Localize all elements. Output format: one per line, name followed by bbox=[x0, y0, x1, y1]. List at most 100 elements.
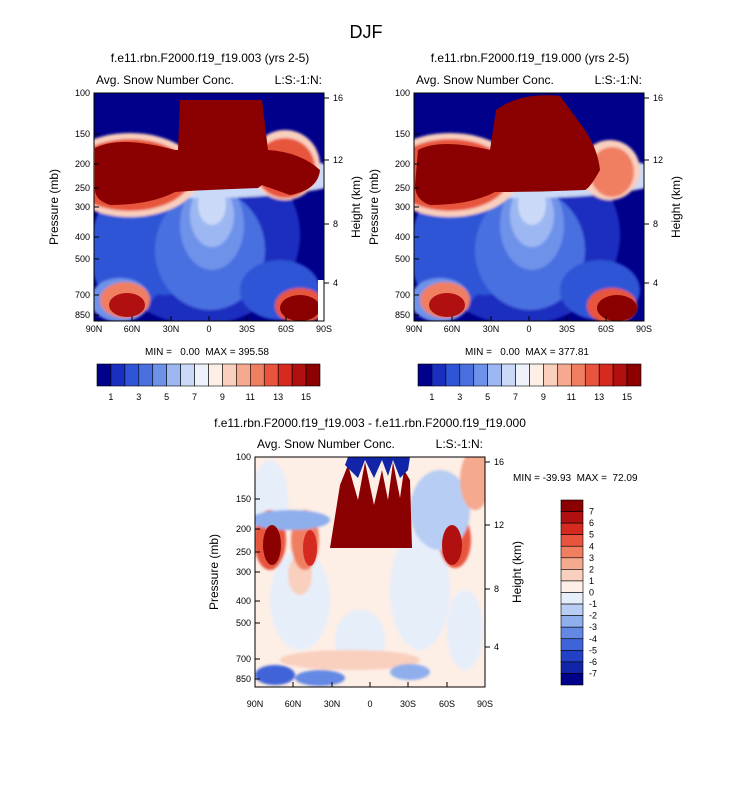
panel-b-y2-ticks: 16 12 8 4 bbox=[644, 93, 663, 288]
panel-b-xtick: 90S bbox=[636, 324, 652, 334]
colorbar-box bbox=[560, 615, 584, 628]
colorbar-box bbox=[584, 363, 600, 387]
colorbar-box bbox=[250, 363, 265, 387]
panel-c: f.e11.rbn.F2000.f19_f19.003 - f.e11.rbn.… bbox=[207, 416, 638, 709]
panel-c-y2label: Height (km) bbox=[510, 541, 524, 603]
colorbar-box bbox=[180, 363, 195, 387]
panel-a-ytick: 200 bbox=[75, 159, 90, 169]
colorbar-box bbox=[560, 673, 584, 686]
panel-b-ytick: 200 bbox=[395, 159, 410, 169]
panel-c-ylabel: Pressure (mb) bbox=[207, 534, 221, 610]
colorbar-label: 7 bbox=[513, 392, 518, 402]
panel-b-y2tick: 8 bbox=[653, 219, 658, 229]
colorbar-box bbox=[459, 363, 475, 387]
colorbar-box bbox=[487, 363, 502, 387]
panel-a-variable-label: Avg. Snow Number Conc. bbox=[96, 73, 234, 87]
panel-c-y2-ticks: 16 12 8 4 bbox=[485, 457, 504, 652]
panel-a-ytick: 300 bbox=[75, 202, 90, 212]
colorbar-label: -4 bbox=[589, 634, 597, 644]
colorbar-label: -2 bbox=[589, 611, 597, 621]
colorbar-box bbox=[560, 557, 584, 570]
panel-a-ytick: 850 bbox=[75, 310, 90, 320]
colorbar-box bbox=[560, 650, 584, 663]
panel-a-y2tick: 16 bbox=[333, 93, 343, 103]
panel-a-y2tick: 12 bbox=[333, 155, 343, 165]
colorbar-label: 1 bbox=[108, 392, 113, 402]
colorbar-label: 5 bbox=[485, 392, 490, 402]
panel-b-field bbox=[414, 93, 644, 321]
panel-c-ytick: 250 bbox=[236, 547, 251, 557]
panel-a-x-ticks: 90N 60N 30N 0 30S 60S 90S bbox=[86, 316, 332, 334]
panel-a-ytick: 250 bbox=[75, 183, 90, 193]
panel-a-y2label: Height (km) bbox=[349, 176, 363, 238]
panel-c-title: f.e11.rbn.F2000.f19_f19.003 - f.e11.rbn.… bbox=[214, 416, 526, 430]
panel-b-ytick: 850 bbox=[395, 310, 410, 320]
colorbar-label: 13 bbox=[594, 392, 604, 402]
colorbar-box bbox=[560, 638, 584, 651]
panel-b-ytick: 150 bbox=[395, 129, 410, 139]
colorbar-label: -3 bbox=[589, 622, 597, 632]
panel-a-xtick: 90S bbox=[316, 324, 332, 334]
panel-c-y2tick: 12 bbox=[494, 520, 504, 530]
panel-a-field bbox=[94, 93, 324, 321]
colorbar-label: 15 bbox=[301, 392, 311, 402]
panel-a-ylabel: Pressure (mb) bbox=[47, 169, 61, 245]
colorbar-box bbox=[222, 363, 237, 387]
colorbar-box bbox=[291, 363, 307, 387]
colorbar-box bbox=[560, 603, 584, 616]
panel-b-y2tick: 12 bbox=[653, 155, 663, 165]
colorbar-label: 13 bbox=[273, 392, 283, 402]
colorbar-box bbox=[560, 522, 584, 535]
colorbar-box bbox=[124, 363, 140, 387]
colorbar-box bbox=[515, 363, 530, 387]
colorbar-box bbox=[194, 363, 209, 387]
colorbar-box bbox=[560, 511, 584, 524]
colorbar-box bbox=[560, 499, 584, 512]
colorbar-label: 3 bbox=[589, 553, 594, 563]
panel-b-ytick: 250 bbox=[395, 183, 410, 193]
panel-a-ytick: 700 bbox=[75, 290, 90, 300]
panel-c-ytick: 100 bbox=[236, 452, 251, 462]
panel-b-ytick: 500 bbox=[395, 254, 410, 264]
panel-c-field bbox=[255, 457, 485, 687]
panel-c-y-ticks: 100 150 200 250 300 400 500 700 850 bbox=[236, 452, 260, 684]
panel-c-level-label: L:S:-1:N: bbox=[436, 437, 483, 451]
panel-a-title: f.e11.rbn.F2000.f19_f19.003 (yrs 2-5) bbox=[111, 51, 310, 65]
panel-b-xtick: 60S bbox=[598, 324, 614, 334]
panel-c-ytick: 500 bbox=[236, 618, 251, 628]
colorbar-box bbox=[96, 363, 112, 387]
colorbar-box bbox=[560, 569, 584, 582]
colorbar-label: 11 bbox=[246, 392, 255, 402]
colorbar-box bbox=[431, 363, 447, 387]
colorbar-box bbox=[557, 363, 572, 387]
colorbar-label: 9 bbox=[541, 392, 546, 402]
colorbar-label: 3 bbox=[457, 392, 462, 402]
colorbar-label: 5 bbox=[164, 392, 169, 402]
colorbar-label: 11 bbox=[567, 392, 576, 402]
panel-a-ytick: 100 bbox=[75, 88, 90, 98]
panel-a-xtick: 0 bbox=[206, 324, 211, 334]
panel-a: f.e11.rbn.F2000.f19_f19.003 (yrs 2-5) Av… bbox=[47, 51, 363, 402]
panel-c-ytick: 150 bbox=[236, 494, 251, 504]
panel-c-ytick: 200 bbox=[236, 524, 251, 534]
panel-b-ytick: 400 bbox=[395, 232, 410, 242]
colorbar-box bbox=[543, 363, 558, 387]
panel-a-y-ticks: 100 150 200 250 300 400 500 700 850 bbox=[75, 88, 99, 320]
panel-b-xtick: 90N bbox=[406, 324, 423, 334]
colorbar-box bbox=[529, 363, 544, 387]
panel-c-ytick: 850 bbox=[236, 674, 251, 684]
colorbar-box bbox=[560, 626, 584, 640]
panel-c-y2tick: 4 bbox=[494, 642, 499, 652]
panel-b-xtick: 0 bbox=[526, 324, 531, 334]
colorbar-box bbox=[305, 363, 321, 387]
colorbar-box bbox=[501, 363, 516, 387]
panel-c-xtick: 30S bbox=[400, 699, 416, 709]
colorbar-box bbox=[445, 363, 461, 387]
colorbar-label: 7 bbox=[589, 507, 594, 517]
panel-b-stats: MIN = 0.00 MAX = 377.81 bbox=[465, 347, 589, 358]
panel-c-variable-label: Avg. Snow Number Conc. bbox=[257, 437, 395, 451]
colorbar-label: -1 bbox=[589, 599, 597, 609]
panel-c-ytick: 300 bbox=[236, 567, 251, 577]
panel-c-y2tick: 8 bbox=[494, 584, 499, 594]
panel-c-colorbar: 76 54 32 1 0-1 -2-3 -4-5 -6-7 bbox=[560, 499, 597, 686]
